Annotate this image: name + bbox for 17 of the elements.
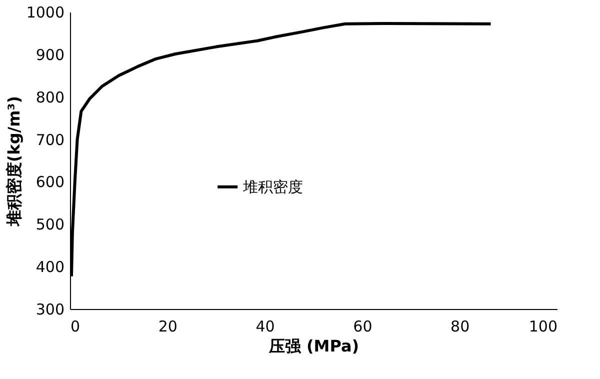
- x-tick-label: 0: [70, 318, 80, 336]
- y-tick-label: 400: [36, 258, 64, 276]
- y-tick-label: 1000: [26, 4, 64, 22]
- x-tick-label: 80: [450, 318, 470, 336]
- y-tick-label: 900: [36, 46, 64, 64]
- y-tick-label: 600: [36, 173, 64, 192]
- x-tick-label: 100: [528, 318, 558, 336]
- x-tick-label: 20: [158, 318, 178, 336]
- y-tick-label: 300: [36, 300, 64, 318]
- y-tick-label: 700: [36, 130, 64, 149]
- x-tick-label: 60: [353, 318, 372, 336]
- legend-label: 堆积密度: [242, 178, 304, 196]
- x-axis-title: 压强 (MPa): [268, 336, 360, 356]
- y-axis-title: 堆积密度(kg/m³): [4, 96, 24, 228]
- y-tick-label: 800: [36, 88, 64, 106]
- y-tick-label: 500: [36, 216, 64, 234]
- x-tick-label: 40: [256, 318, 275, 336]
